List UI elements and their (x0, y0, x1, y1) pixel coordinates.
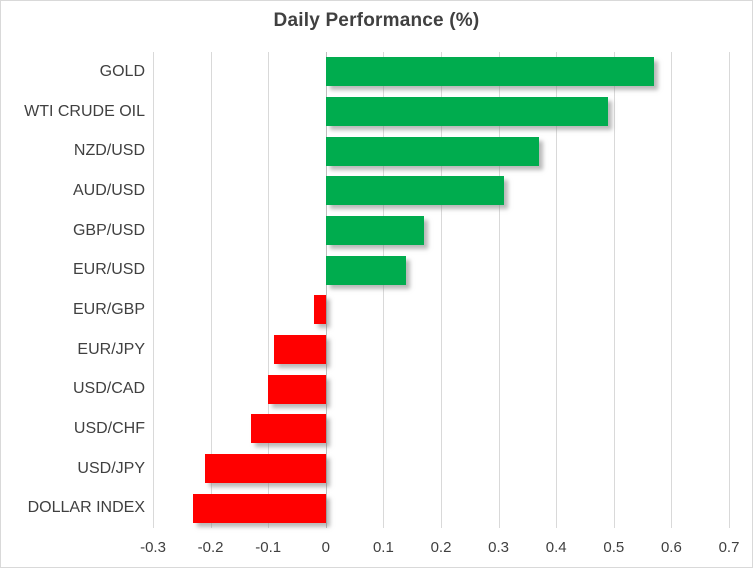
gridline (383, 52, 384, 528)
category-label: EUR/GBP (72, 300, 145, 318)
x-tick-label: -0.1 (255, 539, 282, 556)
x-tick-label: 0.5 (603, 539, 625, 556)
bar-usd-jpy (204, 454, 326, 483)
x-tick-label: 0.4 (545, 539, 567, 556)
bar-eur-usd (325, 255, 407, 285)
gridline (441, 52, 442, 528)
bar-usd-chf (250, 414, 326, 444)
x-tick-label: 0.6 (660, 539, 682, 556)
gridline (556, 52, 557, 528)
bar-gbp-usd (325, 216, 424, 245)
gridline (499, 52, 500, 528)
gridline (614, 52, 615, 528)
bar-gold (325, 57, 655, 87)
bar-dollar-index (193, 493, 326, 523)
gridline (671, 52, 672, 528)
bar-usd-cad (268, 374, 326, 404)
category-label: GOLD (99, 62, 145, 80)
category-label: EUR/JPY (77, 340, 145, 358)
category-label: USD/CAD (72, 380, 145, 398)
plot-area (153, 52, 730, 528)
x-tick-label: 0.2 (430, 539, 452, 556)
category-label: EUR/USD (72, 261, 145, 279)
gridline (211, 52, 212, 528)
category-label: USD/JPY (77, 459, 145, 477)
category-label: AUD/USD (72, 181, 145, 199)
bar-wti-crude-oil (325, 97, 608, 126)
bar-nzd-usd (325, 136, 539, 166)
gridline (153, 52, 154, 528)
gridline (729, 52, 730, 528)
category-label: DOLLAR INDEX (27, 499, 145, 517)
category-label: NZD/USD (73, 142, 145, 160)
x-tick-label: 0.1 (372, 539, 394, 556)
bar-aud-usd (325, 176, 505, 206)
zero-axis-line (326, 52, 327, 528)
x-tick-label: 0 (321, 539, 330, 556)
x-tick-label: -0.2 (197, 539, 224, 556)
x-tick-label: 0.7 (718, 539, 740, 556)
bar-eur-gbp (314, 295, 326, 325)
category-label: WTI CRUDE OIL (24, 102, 145, 120)
category-label: USD/CHF (73, 419, 145, 437)
gridline (268, 52, 269, 528)
chart-title: Daily Performance (%) (273, 10, 480, 31)
x-tick-label: -0.3 (140, 539, 166, 556)
category-label: GBP/USD (72, 221, 145, 239)
x-tick-label: 0.3 (488, 539, 510, 556)
bar-eur-jpy (274, 335, 326, 364)
